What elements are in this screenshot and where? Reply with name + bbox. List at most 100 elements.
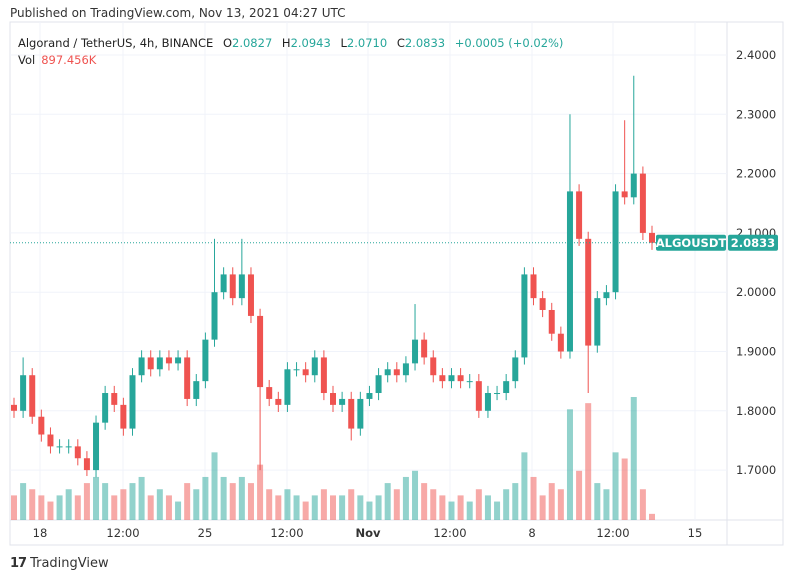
volume-bar — [165, 495, 172, 520]
symbol-label[interactable]: Algorand / TetherUS, 4h, BINANCE — [18, 36, 214, 50]
candle-body — [211, 292, 218, 340]
volume-bar — [184, 483, 191, 520]
candle-body — [165, 357, 172, 364]
candle-body — [402, 363, 409, 376]
time-tick-label: 8 — [528, 526, 535, 540]
candle-body — [649, 232, 655, 243]
open-value: 2.0827 — [232, 36, 273, 50]
volume-bar — [47, 501, 54, 520]
volume-bar — [484, 495, 491, 520]
volume-bar — [585, 403, 592, 520]
volume-bar — [475, 489, 482, 520]
volume-label: Vol — [18, 53, 36, 67]
volume-bar — [503, 489, 510, 520]
candle-body — [612, 191, 619, 293]
low-value: 2.0710 — [346, 36, 388, 50]
volume-bar — [339, 495, 346, 520]
candle-body — [375, 375, 382, 394]
change-value: +0.0005 (+0.02%) — [454, 36, 564, 50]
volume-bar — [430, 489, 437, 520]
candle-body — [566, 191, 573, 352]
candle-body — [102, 393, 109, 423]
volume-bar — [138, 476, 145, 520]
volume-bar — [494, 501, 501, 520]
candle-body — [129, 375, 136, 429]
candle-body — [603, 292, 610, 299]
volume-bar — [11, 495, 17, 520]
candle-body — [220, 274, 227, 293]
candle-body — [138, 357, 145, 376]
low-label: L — [340, 36, 347, 50]
volume-bar — [466, 501, 473, 520]
volume-bar — [357, 495, 364, 520]
volume-bar — [93, 476, 100, 520]
candle-body — [585, 238, 592, 346]
close-value: 2.0833 — [404, 36, 446, 50]
volume-bar — [375, 495, 382, 520]
candle-body — [384, 369, 391, 376]
candle-body — [83, 458, 90, 471]
volume-bar — [175, 501, 182, 520]
volume-bar — [457, 495, 464, 520]
high-label: H — [281, 36, 291, 50]
candle-body — [202, 339, 209, 382]
candle-body — [156, 357, 163, 370]
volume-bar — [539, 495, 546, 520]
tradingview-logo-icon: 17 — [10, 556, 27, 571]
tradingview-logo[interactable]: 17 TradingView — [10, 556, 109, 571]
candle-body — [348, 398, 355, 429]
volume-bar — [74, 495, 81, 520]
volume-bar — [302, 501, 309, 520]
ticker-tag — [656, 234, 726, 251]
candle-body — [38, 416, 45, 435]
volume-bar — [266, 489, 273, 520]
volume-bar — [229, 483, 236, 520]
candle-body — [393, 369, 400, 376]
candle-body — [302, 369, 309, 376]
volume-bar — [65, 489, 72, 520]
chart-frame — [9, 21, 784, 546]
volume-bar — [630, 397, 637, 520]
candle-body — [448, 375, 455, 382]
candle-body — [557, 333, 564, 352]
volume-bar — [111, 495, 118, 520]
volume-bar — [439, 495, 446, 520]
candle-body — [229, 274, 236, 299]
candle-body — [29, 375, 36, 417]
candle-body — [311, 357, 318, 376]
volume-bar — [29, 489, 36, 520]
volume-bar — [293, 495, 300, 520]
volume-bar — [639, 489, 646, 520]
candle-body — [594, 298, 601, 346]
published-label: Published on TradingView.com, Nov 13, 20… — [10, 6, 346, 20]
price-tick-label: 2.4000 — [736, 48, 776, 62]
candle-body — [521, 274, 528, 358]
volume-bar — [566, 409, 573, 520]
volume-bar — [247, 483, 254, 520]
candle-body — [466, 381, 473, 383]
price-tag-label: 2.0833 — [731, 236, 775, 250]
candle-body — [430, 357, 437, 376]
price-tick-label: 2.0000 — [736, 285, 776, 299]
volume-bar — [557, 489, 564, 520]
candle-body — [421, 339, 428, 358]
ticker-tag-label: ALGOUSDT — [656, 236, 727, 250]
time-tick-label: 12:00 — [433, 526, 466, 540]
time-tick-label: 12:00 — [596, 526, 629, 540]
volume-bar — [530, 476, 537, 520]
candle-body — [576, 191, 583, 239]
time-tick-label: Nov — [355, 526, 381, 540]
volume-bar — [257, 464, 264, 520]
price-tag — [728, 234, 778, 251]
candle-body — [366, 393, 373, 399]
candle-body — [512, 357, 519, 382]
volume-bar — [102, 483, 109, 520]
candle-body — [621, 191, 628, 198]
candle-body — [630, 173, 637, 198]
volume-bar — [275, 495, 282, 520]
logo-text: TradingView — [30, 556, 109, 571]
volume-bar — [548, 483, 555, 520]
candle-body — [339, 398, 346, 405]
candle-body — [475, 381, 482, 411]
